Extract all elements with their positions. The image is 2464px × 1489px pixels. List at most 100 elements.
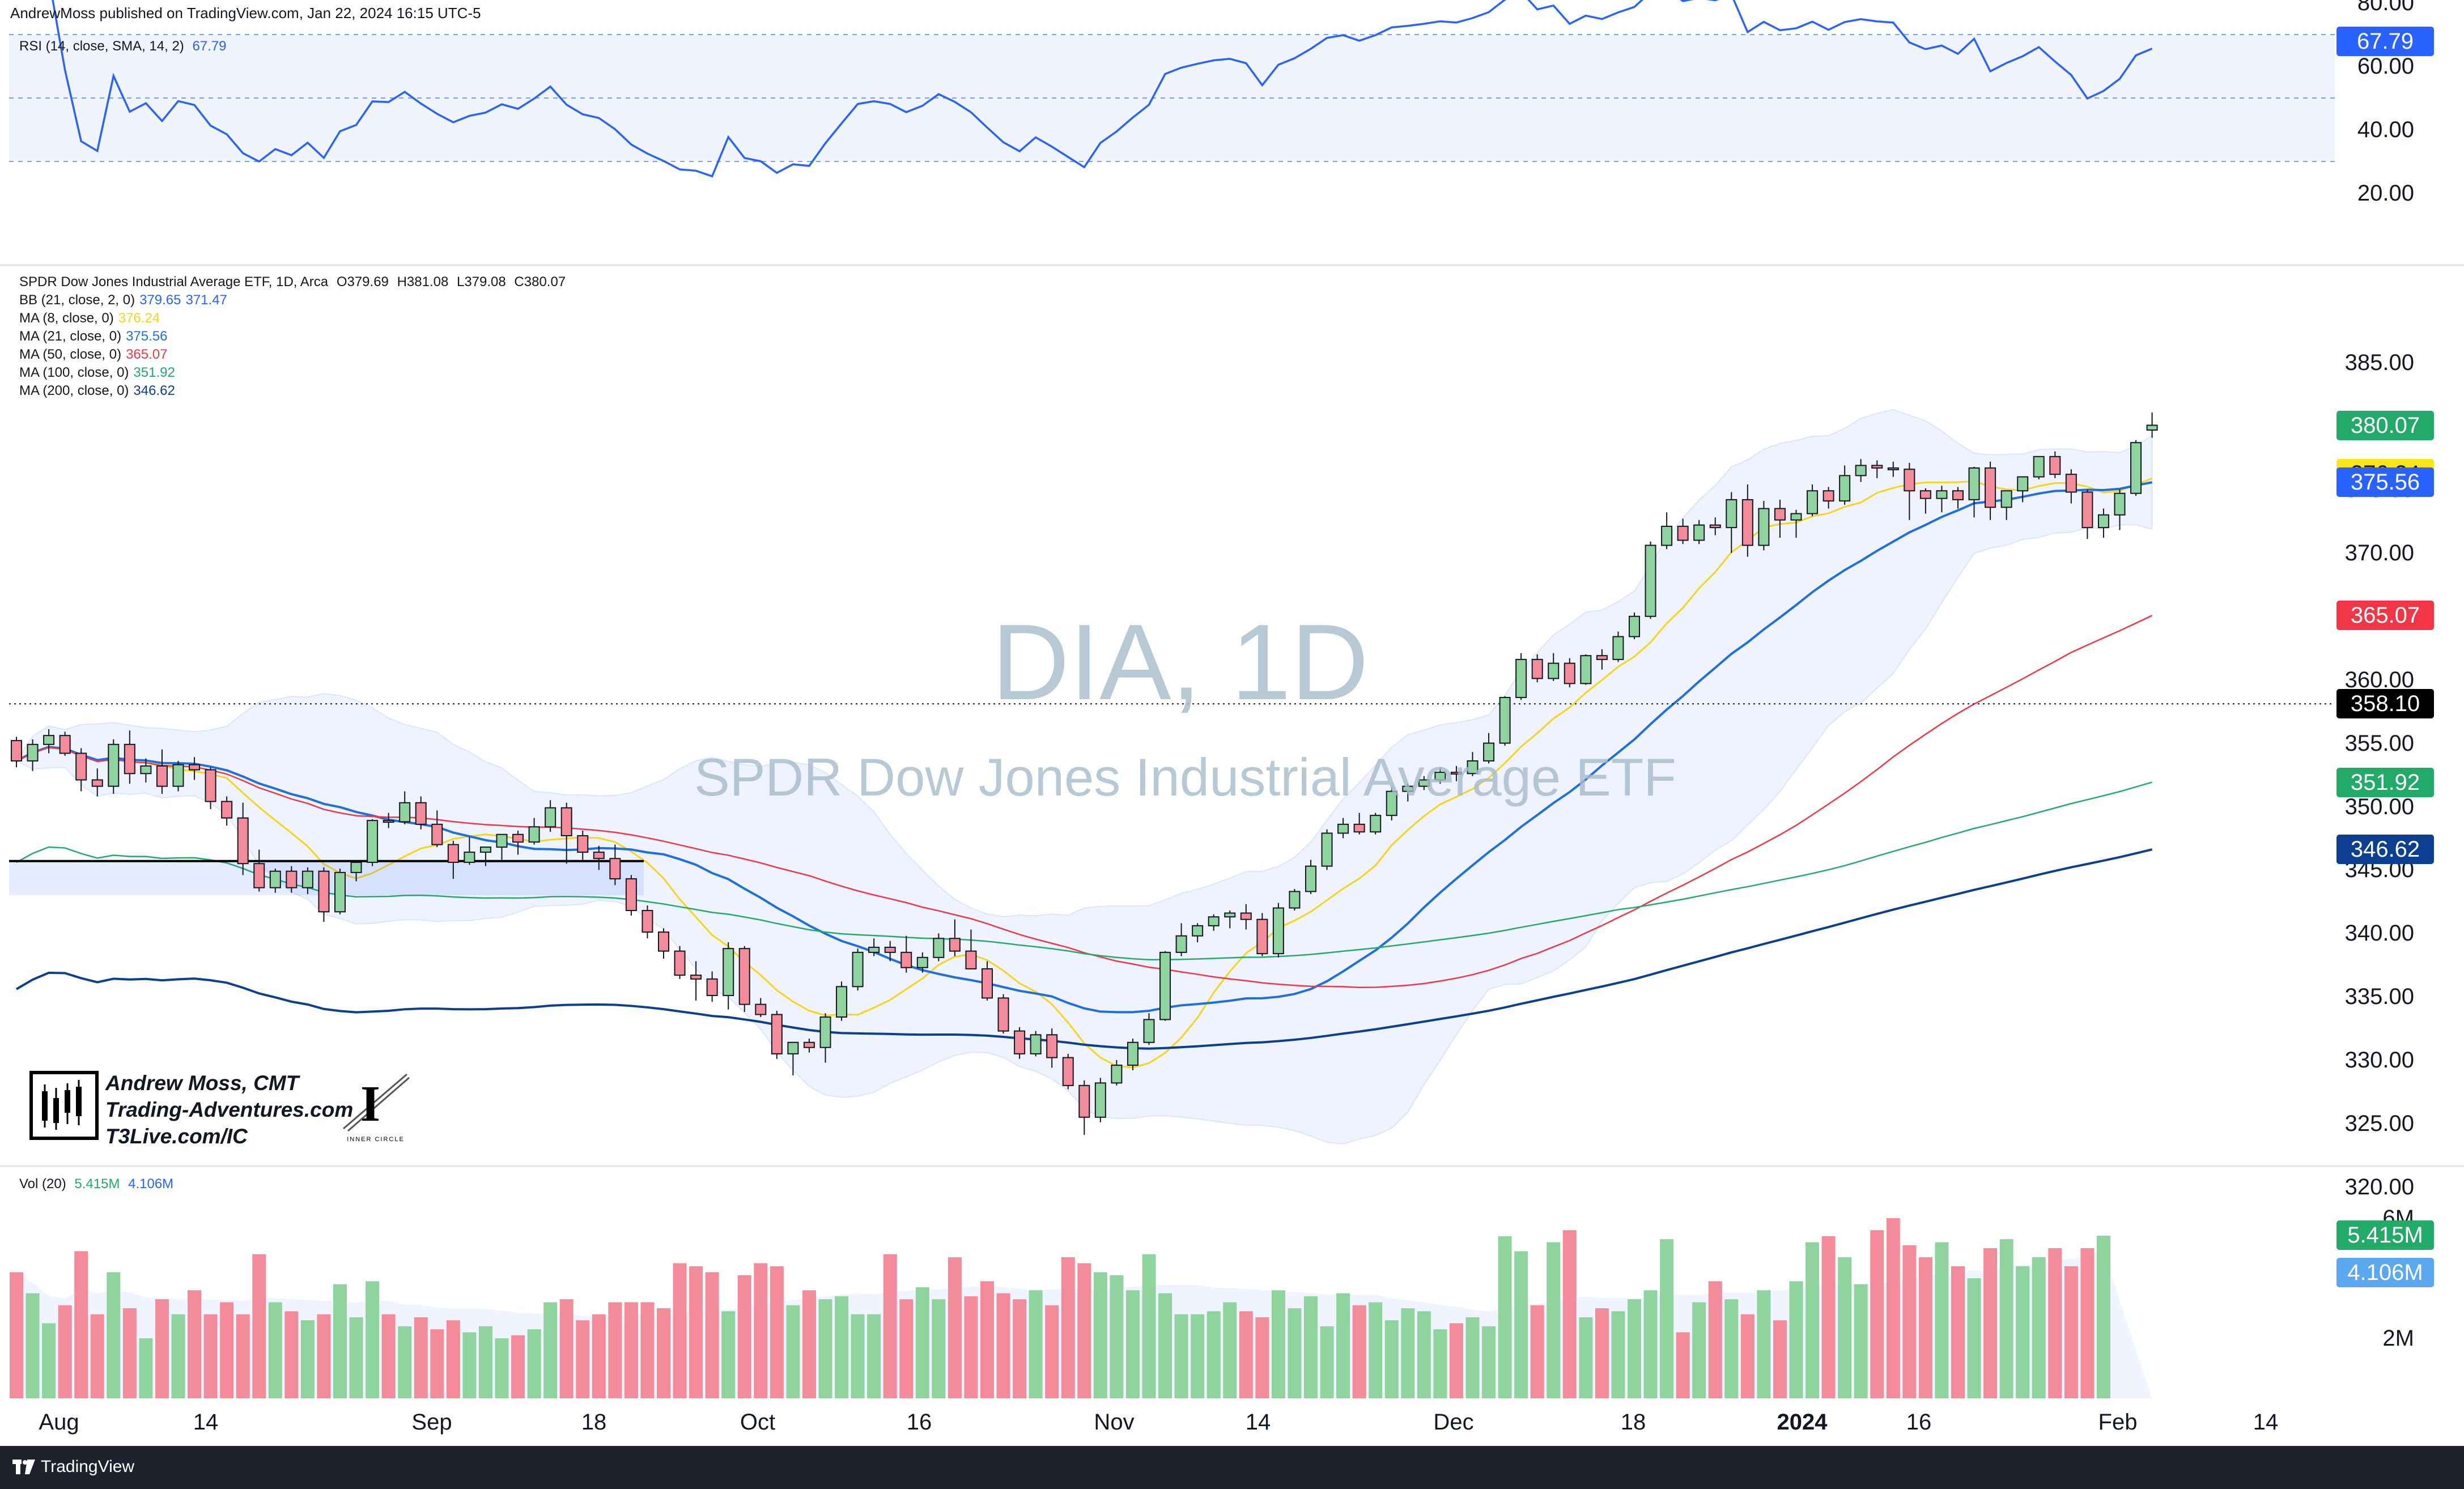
candle-body: [1741, 499, 1753, 546]
candle: [1661, 512, 1673, 550]
indicator-label: MA (100, close, 0): [19, 365, 129, 380]
x-tick: 14: [2253, 1410, 2279, 1435]
x-tick: Dec: [1433, 1410, 1474, 1435]
volume-bar: [446, 1320, 460, 1398]
candle-body: [1483, 742, 1495, 761]
candle-body: [1337, 823, 1349, 834]
footer-bar: TradingView: [0, 1446, 2464, 1489]
volume-bar: [1595, 1308, 1609, 1398]
candle: [286, 866, 298, 893]
candle-body: [819, 1016, 831, 1048]
candle-body: [1904, 469, 1915, 492]
volume-bar: [608, 1302, 622, 1398]
candle: [1936, 486, 1948, 513]
volume-bar: [1320, 1326, 1334, 1398]
volume-bar: [1838, 1257, 1852, 1398]
candle-body: [560, 807, 572, 836]
x-tick: Oct: [740, 1410, 776, 1435]
volume-bar: [495, 1338, 509, 1398]
volume-bar: [252, 1254, 266, 1398]
volume-bar: [835, 1296, 849, 1398]
price-candles[interactable]: [11, 412, 2158, 1135]
volume-bar: [1174, 1314, 1188, 1398]
candle: [1240, 904, 1252, 930]
volume-bar: [1757, 1290, 1771, 1398]
candle: [27, 739, 39, 771]
candle: [593, 845, 605, 870]
candle: [1968, 466, 1980, 518]
candle-body: [2017, 476, 2029, 492]
candle: [1046, 1028, 1058, 1068]
candle-body: [1467, 760, 1479, 775]
candle: [269, 869, 281, 893]
candle-body: [140, 765, 152, 775]
tradingview-logo-icon: [12, 1460, 35, 1474]
candle-body: [59, 735, 71, 754]
candle: [11, 737, 22, 768]
candle-body: [1386, 790, 1397, 816]
volume-bar: [657, 1308, 670, 1398]
candle-body: [1822, 490, 1834, 502]
volume-bar: [1223, 1302, 1237, 1398]
candle-body: [221, 801, 233, 819]
candle-body: [1418, 779, 1430, 787]
volume-label: Vol (20): [19, 1176, 66, 1192]
candle: [755, 998, 767, 1018]
candle: [545, 800, 556, 832]
candle: [367, 819, 379, 866]
candle: [1580, 654, 1592, 685]
volume-bar: [1579, 1317, 1593, 1398]
candle: [415, 796, 427, 829]
candle-body: [1062, 1057, 1074, 1086]
indicator-legend-row: MA (50, close, 0) 365.07: [19, 347, 167, 363]
volume-bar: [1142, 1254, 1156, 1398]
volume-bar: [1384, 1320, 1399, 1398]
brand-name: Andrew Moss, CMT: [105, 1071, 299, 1095]
indicator-value: 379.65: [139, 292, 181, 308]
x-tick: 14: [1245, 1410, 1271, 1435]
candle-body: [1175, 935, 1187, 953]
candle-body: [1807, 490, 1819, 514]
candle: [577, 831, 589, 860]
volume-bar: [1530, 1305, 1544, 1398]
candle: [949, 919, 961, 956]
volume-bar: [737, 1275, 751, 1398]
candle-body: [91, 779, 103, 787]
volume-bar: [139, 1338, 153, 1398]
candle: [1758, 501, 1770, 551]
candle: [900, 935, 912, 973]
volume-bar: [1951, 1266, 1965, 1398]
candle: [1807, 484, 1819, 516]
candle-body: [1046, 1034, 1058, 1058]
candle: [156, 749, 168, 794]
inner-circle-caption: INNER CIRCLE: [347, 1136, 405, 1143]
brand-link: T3Live.com/IC: [105, 1125, 248, 1148]
volume-bar: [2032, 1257, 2046, 1398]
candle: [1726, 492, 1737, 553]
x-tick: 16: [906, 1410, 932, 1435]
candle: [75, 748, 87, 792]
candle-body: [1256, 918, 1268, 955]
volume-bar: [1255, 1317, 1269, 1398]
candle: [1418, 776, 1430, 790]
candle: [91, 768, 103, 797]
candle-body: [1693, 524, 1705, 541]
volume-bar: [1336, 1293, 1350, 1398]
rsi-line: [52, 0, 2153, 178]
volume-bar: [42, 1323, 56, 1398]
volume-bar: [1643, 1290, 1658, 1398]
candle-body: [43, 735, 55, 745]
volume-bar: [867, 1314, 881, 1398]
candle: [1790, 509, 1802, 538]
volume-bar: [1935, 1242, 1949, 1398]
candle: [1159, 951, 1171, 1021]
candle-body: [1855, 465, 1867, 477]
price-tick: 335.00: [2344, 984, 2414, 1010]
volume-bar: [1692, 1302, 1706, 1398]
candle: [1612, 631, 1624, 662]
candle: [2033, 456, 2045, 480]
candle-body: [1030, 1034, 1042, 1054]
candle-body: [383, 820, 394, 823]
candle: [1337, 818, 1349, 839]
volume-bar: [1029, 1290, 1043, 1398]
